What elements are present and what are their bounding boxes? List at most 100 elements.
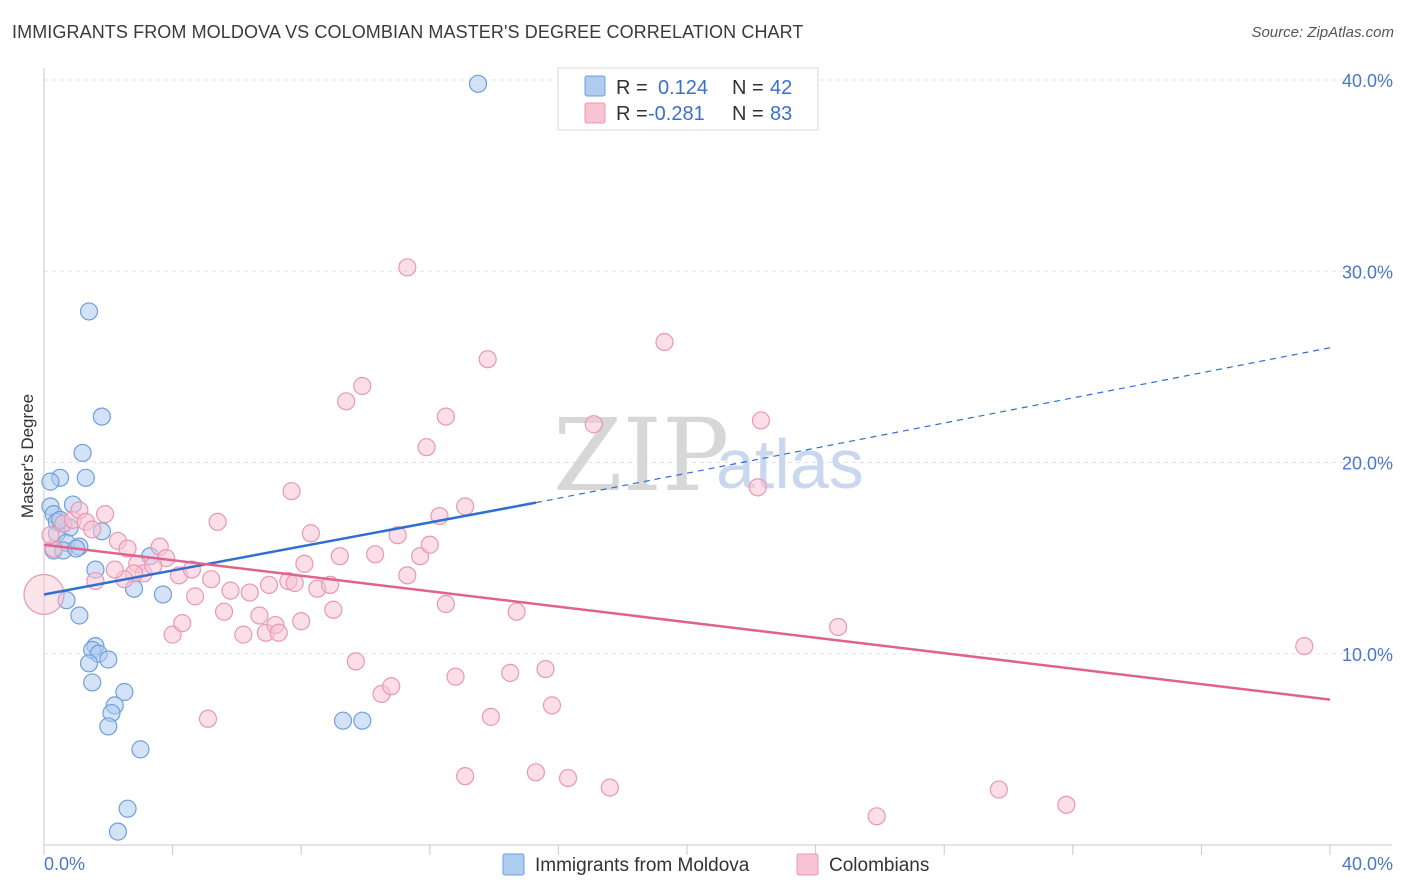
legend-swatch-colombians (584, 102, 606, 124)
point-moldova (73, 443, 92, 463)
point-colombians (221, 581, 240, 600)
x-tick-labels: 0.0% 40.0% (44, 854, 1393, 874)
point-colombians (655, 332, 674, 352)
grid-lines (44, 79, 1392, 655)
point-colombians (1295, 636, 1314, 656)
point-colombians (417, 438, 436, 457)
point-moldova (41, 472, 60, 491)
point-colombians (202, 570, 221, 589)
legend-r-value-colombians: -0.281 (648, 103, 705, 125)
y-tick-label: 30.0% (1342, 262, 1393, 282)
point-colombians (292, 612, 311, 631)
point-colombians (198, 709, 218, 728)
point-moldova (153, 585, 173, 604)
y-tick-labels: 10.0% 20.0% 30.0% 40.0% (1342, 71, 1393, 665)
series-legend-swatch-colombians (796, 853, 819, 876)
point-colombians (301, 524, 320, 543)
point-colombians (456, 767, 475, 786)
point-colombians (478, 350, 497, 369)
source-label: Source: ZipAtlas.com (1251, 24, 1394, 41)
point-colombians (337, 392, 356, 411)
trend-line-moldova-extension (535, 347, 1331, 504)
point-colombians (398, 566, 417, 585)
point-moldova (115, 682, 134, 702)
point-colombians (867, 807, 886, 826)
point-colombians (584, 415, 603, 434)
point-colombians (600, 778, 619, 797)
point-colombians (346, 652, 365, 671)
point-moldova (76, 468, 95, 487)
point-moldova (79, 654, 99, 673)
series-legend: Immigrants from Moldova Colombians (502, 853, 929, 876)
point-colombians (501, 663, 520, 682)
point-colombians (507, 602, 526, 621)
watermark: ZIP atlas (553, 397, 864, 514)
trend-line-moldova (43, 501, 537, 596)
point-colombians (436, 407, 455, 426)
series-legend-label-moldova: Immigrants from Moldova (535, 855, 750, 876)
point-colombians (234, 625, 253, 644)
trend-lines (43, 347, 1331, 701)
point-colombians (536, 659, 555, 679)
stats-legend: R = 0.124 N = 42 R = -0.281 N = 83 (557, 67, 819, 131)
point-colombians (173, 614, 192, 633)
legend-r-label-colombians: R = (616, 103, 648, 125)
point-colombians (388, 526, 407, 545)
point-moldova (57, 591, 76, 610)
x-tick-label: 40.0% (1342, 854, 1393, 874)
point-colombians (41, 526, 60, 545)
trend-line-colombians (43, 543, 1331, 701)
point-colombians (829, 617, 848, 637)
legend-r-label-moldova: R = (616, 77, 648, 99)
point-colombians (324, 600, 343, 619)
series-legend-swatch-moldova (502, 853, 525, 876)
point-moldova (70, 606, 89, 625)
watermark-zip: ZIP (553, 397, 729, 514)
data-points (23, 74, 1314, 841)
point-colombians (353, 376, 372, 396)
point-colombians (282, 482, 301, 501)
point-colombians (436, 594, 455, 614)
point-colombians (330, 547, 349, 566)
y-tick-label: 40.0% (1342, 71, 1393, 91)
point-colombians (240, 583, 259, 602)
point-moldova (118, 799, 137, 818)
point-moldova (131, 740, 150, 759)
point-moldova (333, 711, 353, 730)
point-colombians (214, 602, 234, 621)
point-moldova (99, 717, 118, 736)
point-moldova (92, 407, 111, 426)
legend-n-label-colombians: N = (732, 103, 764, 125)
point-colombians (420, 535, 439, 554)
point-colombians (989, 780, 1008, 799)
watermark-atlas: atlas (716, 425, 864, 503)
point-colombians (1057, 795, 1076, 814)
legend-n-value-moldova: 42 (770, 77, 792, 99)
point-moldova (353, 711, 372, 730)
point-colombians (751, 411, 771, 430)
axes (43, 68, 1392, 855)
point-moldova (79, 302, 99, 321)
point-colombians (83, 520, 102, 539)
point-colombians (446, 667, 465, 686)
chart-title: IMMIGRANTS FROM MOLDOVA VS COLOMBIAN MAS… (12, 22, 804, 42)
point-moldova (108, 822, 128, 841)
point-colombians (118, 539, 137, 558)
point-colombians (208, 512, 227, 531)
point-colombians (366, 545, 385, 564)
legend-swatch-moldova (584, 75, 606, 97)
y-tick-label: 10.0% (1342, 645, 1393, 665)
point-colombians (295, 554, 314, 573)
point-colombians (526, 763, 545, 782)
point-colombians (259, 575, 279, 595)
legend-n-value-colombians: 83 (770, 103, 792, 125)
point-colombians (542, 696, 562, 715)
point-colombians (456, 497, 475, 516)
point-colombians (269, 623, 288, 642)
point-moldova (99, 650, 118, 669)
point-colombians (105, 560, 124, 579)
point-colombians (95, 505, 115, 524)
series-legend-label-colombians: Colombians (829, 855, 929, 876)
point-colombians (748, 478, 767, 497)
point-colombians (398, 258, 417, 277)
